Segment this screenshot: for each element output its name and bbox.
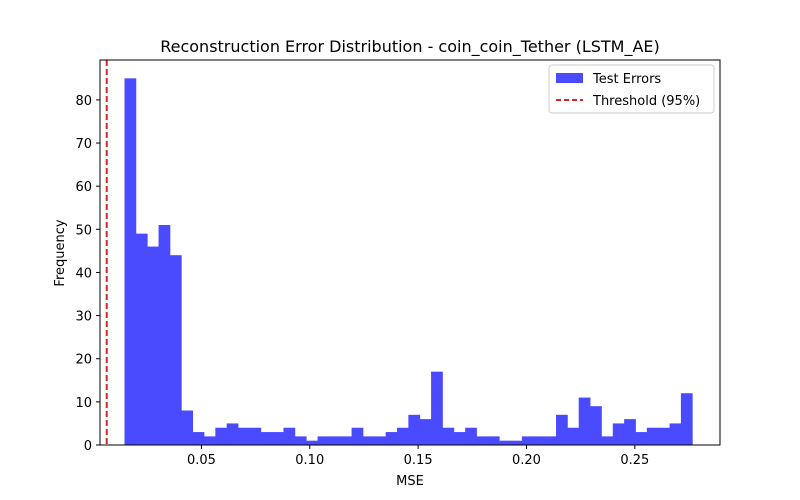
x-axis-label: MSE — [396, 474, 424, 489]
histogram-bar — [397, 427, 409, 445]
histogram-bar — [533, 436, 546, 445]
chart-title: Reconstruction Error Distribution - coin… — [160, 37, 660, 57]
y-axis-label: Frequency — [53, 219, 68, 286]
histogram-bar — [578, 397, 591, 445]
y-tick-label: 30 — [75, 310, 92, 325]
histogram-bar — [408, 414, 421, 445]
histogram-bar — [419, 419, 432, 445]
histogram-bar — [499, 440, 511, 445]
y-tick-label: 10 — [75, 396, 92, 411]
histogram-bar — [294, 436, 307, 445]
y-tick-label: 40 — [75, 266, 92, 281]
histogram-bar — [374, 436, 387, 445]
y-tick-label: 70 — [75, 137, 92, 152]
histogram-bar — [612, 423, 625, 445]
histogram-bar — [238, 427, 250, 445]
histogram-bar — [555, 414, 568, 445]
y-tick-label: 50 — [75, 223, 92, 238]
histogram-bar — [521, 436, 534, 445]
plot-frame — [99, 59, 721, 446]
histogram-bar — [590, 406, 602, 445]
histogram-bar — [249, 427, 262, 445]
y-tick-label: 20 — [75, 353, 92, 368]
histogram-bar — [272, 432, 284, 445]
y-tick-label: 0 — [84, 439, 92, 454]
x-axis-ticks: 0.05 0.10 0.15 0.20 0.25 — [187, 445, 649, 468]
histogram-bar — [306, 440, 318, 445]
histogram-bar — [283, 427, 296, 445]
histogram-bar — [203, 436, 216, 445]
x-tick-label: 0.20 — [512, 453, 541, 468]
histogram-bar — [124, 78, 137, 445]
histogram-bar — [476, 436, 489, 445]
y-tick-label: 80 — [75, 94, 92, 109]
x-tick-label: 0.25 — [620, 453, 649, 468]
x-tick-label: 0.10 — [295, 453, 324, 468]
y-axis-ticks: 0 10 20 30 40 50 60 70 80 — [75, 94, 100, 454]
histogram-bar — [385, 432, 398, 445]
histogram-bar — [351, 427, 364, 445]
histogram-bar — [362, 436, 375, 445]
histogram-bar — [624, 419, 636, 445]
histogram-bar — [669, 423, 682, 445]
histogram-bar — [181, 410, 194, 445]
histogram-bar — [340, 436, 352, 445]
histogram-bar — [544, 436, 557, 445]
histogram-bar — [226, 423, 239, 445]
histogram-bar — [601, 436, 614, 445]
histogram-bar — [192, 432, 205, 445]
y-tick-label: 60 — [75, 180, 92, 195]
histogram-bar — [646, 427, 659, 445]
histogram-bar — [135, 233, 148, 445]
histogram-bar — [431, 371, 443, 445]
histogram-bar — [453, 432, 466, 445]
histogram-bar — [215, 427, 228, 445]
histogram-bar — [442, 427, 455, 445]
histogram-bar — [680, 393, 693, 445]
legend-label-threshold: Threshold (95%) — [592, 94, 700, 109]
histogram-bar — [317, 436, 330, 445]
histogram-bar — [658, 427, 670, 445]
histogram-bar — [169, 255, 182, 445]
legend-label-test-errors: Test Errors — [592, 72, 661, 87]
histogram-bar — [328, 436, 341, 445]
histogram-bar — [147, 246, 159, 445]
x-tick-label: 0.05 — [187, 453, 216, 468]
legend: Test Errors Threshold (95%) — [548, 64, 715, 114]
x-tick-label: 0.15 — [404, 453, 433, 468]
histogram-bar — [260, 432, 273, 445]
legend-frame — [548, 64, 715, 114]
histogram-bar — [487, 436, 500, 445]
histogram-bar — [510, 440, 523, 445]
histogram-bar — [158, 225, 171, 445]
histogram-bar — [567, 427, 580, 445]
legend-swatch-test-errors — [556, 73, 583, 83]
histogram-bar — [635, 432, 648, 445]
histogram-bar — [465, 427, 477, 445]
bars-group — [124, 78, 693, 445]
